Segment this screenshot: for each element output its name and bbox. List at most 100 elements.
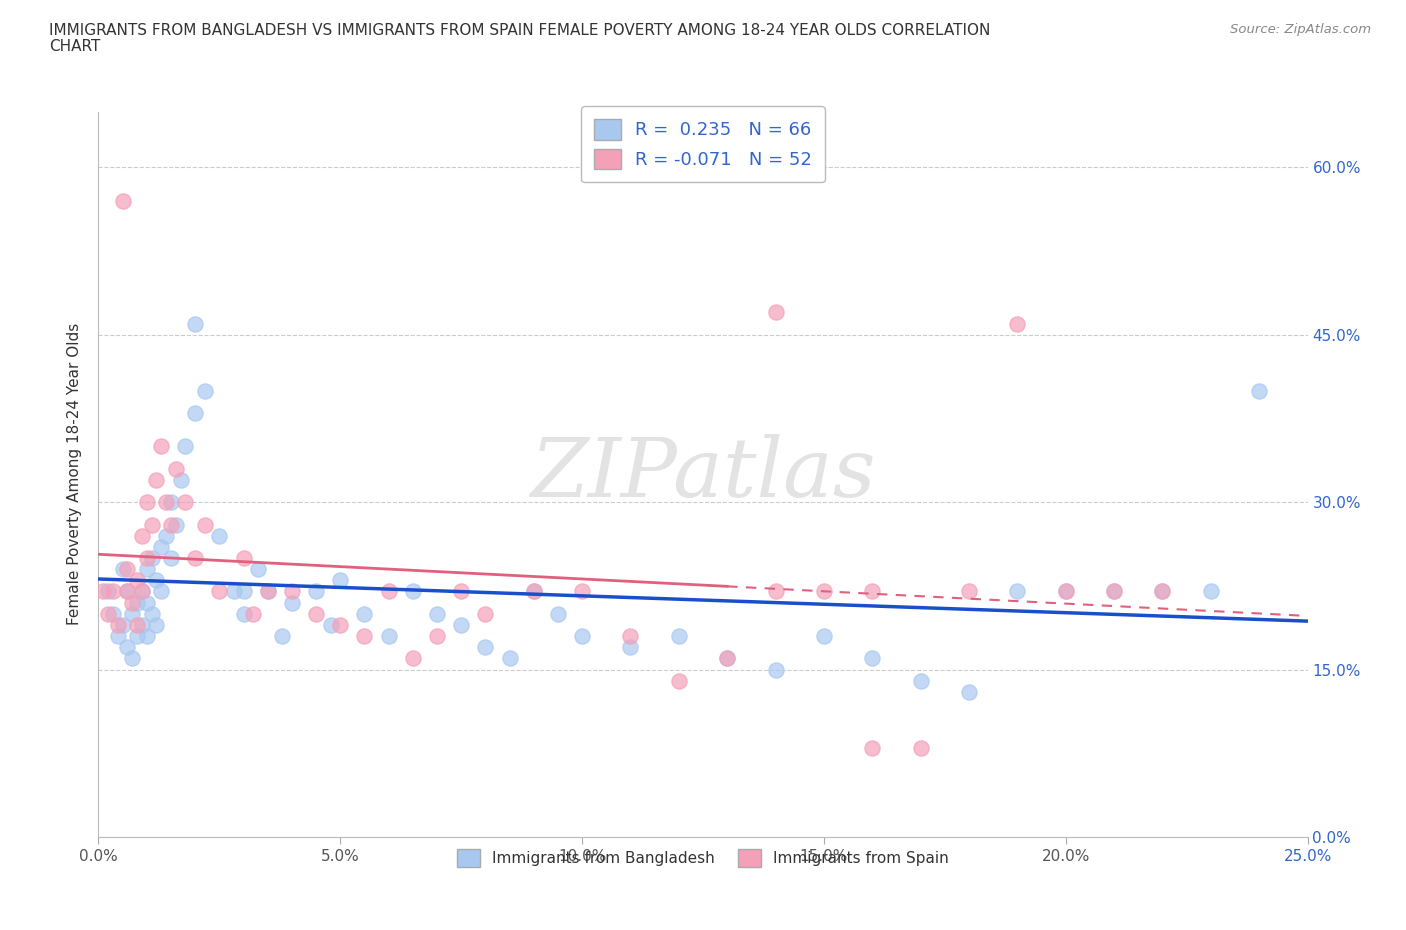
Point xyxy=(155,495,177,510)
Point xyxy=(271,629,294,644)
Point xyxy=(135,495,157,510)
Text: ZIPatlas: ZIPatlas xyxy=(530,434,876,514)
Point xyxy=(547,606,569,621)
Point xyxy=(1007,584,1029,599)
Point xyxy=(1152,584,1174,599)
Point xyxy=(523,584,546,599)
Point xyxy=(194,383,217,398)
Point xyxy=(957,684,980,699)
Point xyxy=(222,584,245,599)
Point xyxy=(247,562,270,577)
Point xyxy=(402,584,425,599)
Point xyxy=(813,584,835,599)
Point xyxy=(174,439,197,454)
Point xyxy=(160,551,183,565)
Point xyxy=(184,405,207,420)
Point xyxy=(668,673,690,688)
Point xyxy=(145,472,167,487)
Point xyxy=(474,640,496,655)
Point xyxy=(765,305,787,320)
Point xyxy=(1199,584,1222,599)
Point xyxy=(117,562,139,577)
Point xyxy=(117,584,139,599)
Point xyxy=(426,606,449,621)
Point xyxy=(141,517,163,532)
Point xyxy=(127,595,149,610)
Point xyxy=(155,528,177,543)
Point xyxy=(319,618,342,632)
Point xyxy=(107,618,129,632)
Point xyxy=(242,606,264,621)
Point xyxy=(474,606,496,621)
Point xyxy=(1054,584,1077,599)
Point xyxy=(377,629,399,644)
Point xyxy=(111,562,134,577)
Point xyxy=(208,528,231,543)
Text: IMMIGRANTS FROM BANGLADESH VS IMMIGRANTS FROM SPAIN FEMALE POVERTY AMONG 18-24 Y: IMMIGRANTS FROM BANGLADESH VS IMMIGRANTS… xyxy=(49,23,991,38)
Point xyxy=(305,584,328,599)
Point xyxy=(117,584,139,599)
Point xyxy=(127,618,149,632)
Point xyxy=(127,573,149,588)
Point xyxy=(150,539,173,554)
Point xyxy=(232,551,254,565)
Point xyxy=(498,651,520,666)
Point xyxy=(426,629,449,644)
Point xyxy=(860,651,883,666)
Point xyxy=(121,606,143,621)
Point xyxy=(97,606,120,621)
Point xyxy=(523,584,546,599)
Point xyxy=(131,584,153,599)
Point xyxy=(232,606,254,621)
Point xyxy=(377,584,399,599)
Point xyxy=(450,584,472,599)
Point xyxy=(910,673,932,688)
Point xyxy=(131,584,153,599)
Point xyxy=(165,461,187,476)
Point xyxy=(117,640,139,655)
Point xyxy=(353,629,375,644)
Point xyxy=(127,629,149,644)
Point xyxy=(765,662,787,677)
Point xyxy=(1054,584,1077,599)
Point xyxy=(1102,584,1125,599)
Point xyxy=(860,584,883,599)
Point xyxy=(329,618,352,632)
Point xyxy=(131,618,153,632)
Point xyxy=(208,584,231,599)
Point xyxy=(184,316,207,331)
Point xyxy=(329,573,352,588)
Point xyxy=(256,584,278,599)
Point xyxy=(121,651,143,666)
Point xyxy=(1007,316,1029,331)
Point xyxy=(135,551,157,565)
Legend: Immigrants from Bangladesh, Immigrants from Spain: Immigrants from Bangladesh, Immigrants f… xyxy=(451,843,955,873)
Point xyxy=(160,495,183,510)
Point xyxy=(813,629,835,644)
Point xyxy=(160,517,183,532)
Point xyxy=(131,528,153,543)
Point xyxy=(619,629,641,644)
Point xyxy=(107,629,129,644)
Point xyxy=(571,629,593,644)
Point xyxy=(281,595,304,610)
Text: CHART: CHART xyxy=(49,39,101,54)
Point xyxy=(305,606,328,621)
Point xyxy=(281,584,304,599)
Point xyxy=(450,618,472,632)
Point xyxy=(145,573,167,588)
Point xyxy=(1249,383,1271,398)
Point xyxy=(169,472,191,487)
Point xyxy=(668,629,690,644)
Point xyxy=(101,606,124,621)
Point xyxy=(135,629,157,644)
Text: Source: ZipAtlas.com: Source: ZipAtlas.com xyxy=(1230,23,1371,36)
Point xyxy=(232,584,254,599)
Point xyxy=(1152,584,1174,599)
Point xyxy=(402,651,425,666)
Point xyxy=(256,584,278,599)
Point xyxy=(165,517,187,532)
Point xyxy=(150,584,173,599)
Point xyxy=(91,584,114,599)
Point xyxy=(174,495,197,510)
